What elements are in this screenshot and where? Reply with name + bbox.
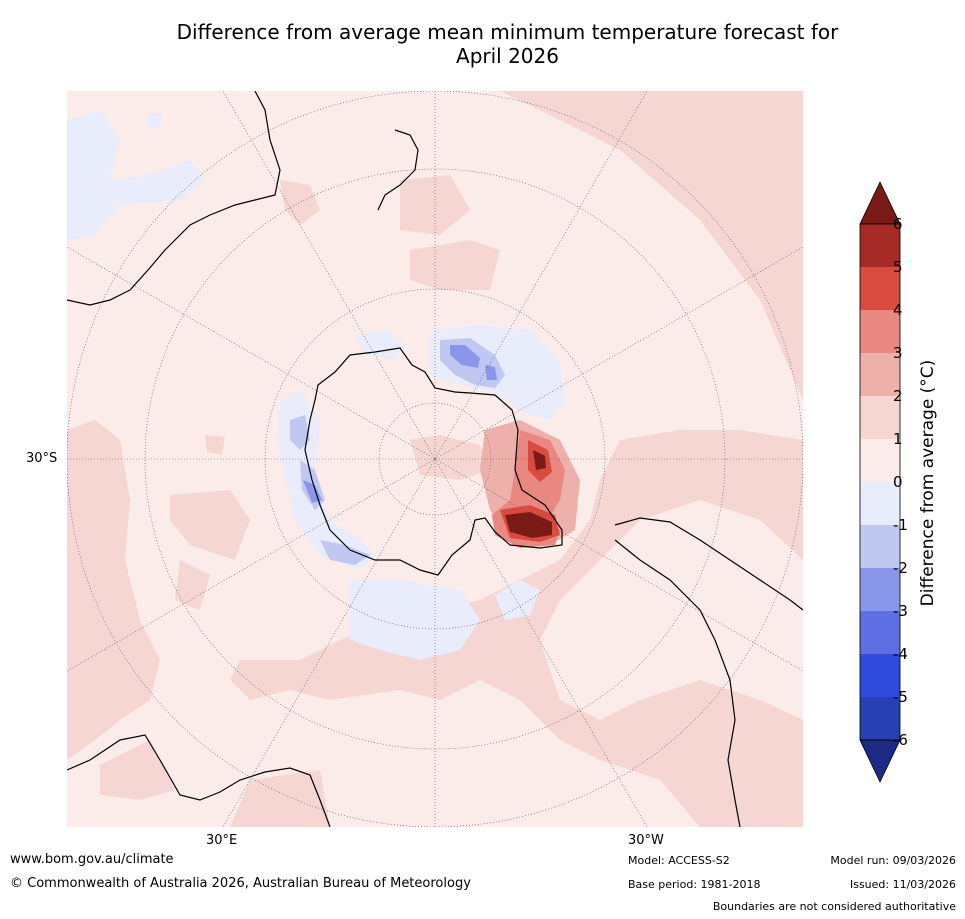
colorbar-bin [860,525,900,568]
colorbar-tick-label: 1 [893,430,903,448]
colorbar-tick-label: 4 [893,301,903,319]
colorbar-bin [860,697,900,740]
map-area [67,91,803,827]
anomaly-plus-0-1 [67,91,803,827]
antarctica-coast [304,347,563,576]
colorbar-bin [860,568,900,611]
footer-model: Model: ACCESS-S2 [628,854,730,867]
colorbar-bin [860,611,900,654]
footer-disclaimer: Boundaries are not considered authoritat… [712,900,956,913]
colorbar-title: Difference from average (°C) [918,359,938,607]
colorbar-tick-label: 2 [893,387,903,405]
title-line-1: Difference from average mean minimum tem… [176,20,839,44]
colorbar-tick-label: -5 [893,688,908,706]
new-zealand-coast [377,129,419,211]
colorbar-bin [860,482,900,525]
colorbar-bin [860,353,900,396]
footer-issued: Issued: 11/03/2026 [849,878,956,891]
colorbar-tick-label: 0 [893,473,903,491]
colorbar-tick-label: -6 [893,731,908,749]
colorbar-bin [860,439,900,482]
footer-base-period: Base period: 1981-2018 [628,878,761,891]
colorbar-tick-label: -3 [893,602,908,620]
coastlines [67,91,803,827]
colorbar-tick-label: 6 [893,215,903,233]
colorbar-bin [860,310,900,353]
title-line-2: April 2026 [456,44,559,68]
footer-copyright: © Commonwealth of Australia 2026, Austra… [10,876,471,891]
colorbar-tick-label: 3 [893,344,903,362]
colorbar-tick-label: -1 [893,516,908,534]
colorbar-tick-label: -4 [893,645,908,663]
colorbar-bin [860,267,900,310]
anomaly-plus-4-6 [505,450,552,538]
footer-url: www.bom.gov.au/climate [10,852,174,867]
colorbar-tick-label: 5 [893,258,903,276]
lat-label-30s: 30°S [26,451,58,466]
lon-label-30w: 30°W [628,833,664,848]
colorbar-outline [859,223,901,741]
africa-coast [67,91,281,306]
colorbar-bin [860,224,900,267]
australia-coast [67,734,331,827]
colorbar [859,181,901,783]
south-america-coast [614,517,803,827]
graticule [67,91,803,827]
chart-title: Difference from average mean minimum tem… [60,20,955,68]
lon-label-30e: 30°E [206,833,238,848]
footer-model-run: Model run: 09/03/2026 [830,854,956,867]
colorbar-bin [860,654,900,697]
colorbar-tick-label: -2 [893,559,908,577]
colorbar-bin [860,396,900,439]
